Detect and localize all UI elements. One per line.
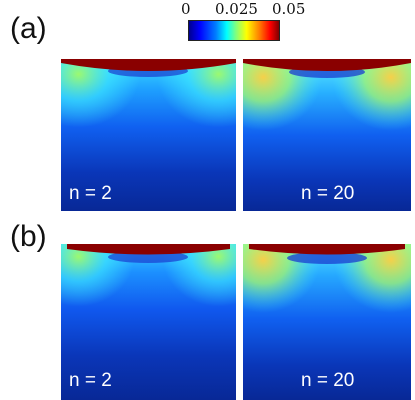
panel-label: n = 20	[301, 183, 355, 204]
panel-a-n20: n = 20	[243, 59, 411, 211]
row-label-a: (a)	[10, 12, 47, 45]
colorbar-min-label: 0	[181, 0, 191, 18]
colorbar-mid-label: 0.025	[215, 0, 258, 18]
row-label-b: (b)	[10, 220, 47, 253]
colorbar-max-label: 0.05	[272, 0, 306, 18]
panel-b-n20: n = 20	[243, 244, 411, 400]
panel-a-n2: n = 2	[61, 59, 236, 211]
panel-label: n = 2	[69, 370, 112, 391]
colorbar-gradient	[188, 20, 280, 41]
panel-b-n2: n = 2	[61, 244, 236, 400]
panel-label: n = 2	[69, 183, 112, 204]
panel-label: n = 20	[301, 370, 355, 391]
